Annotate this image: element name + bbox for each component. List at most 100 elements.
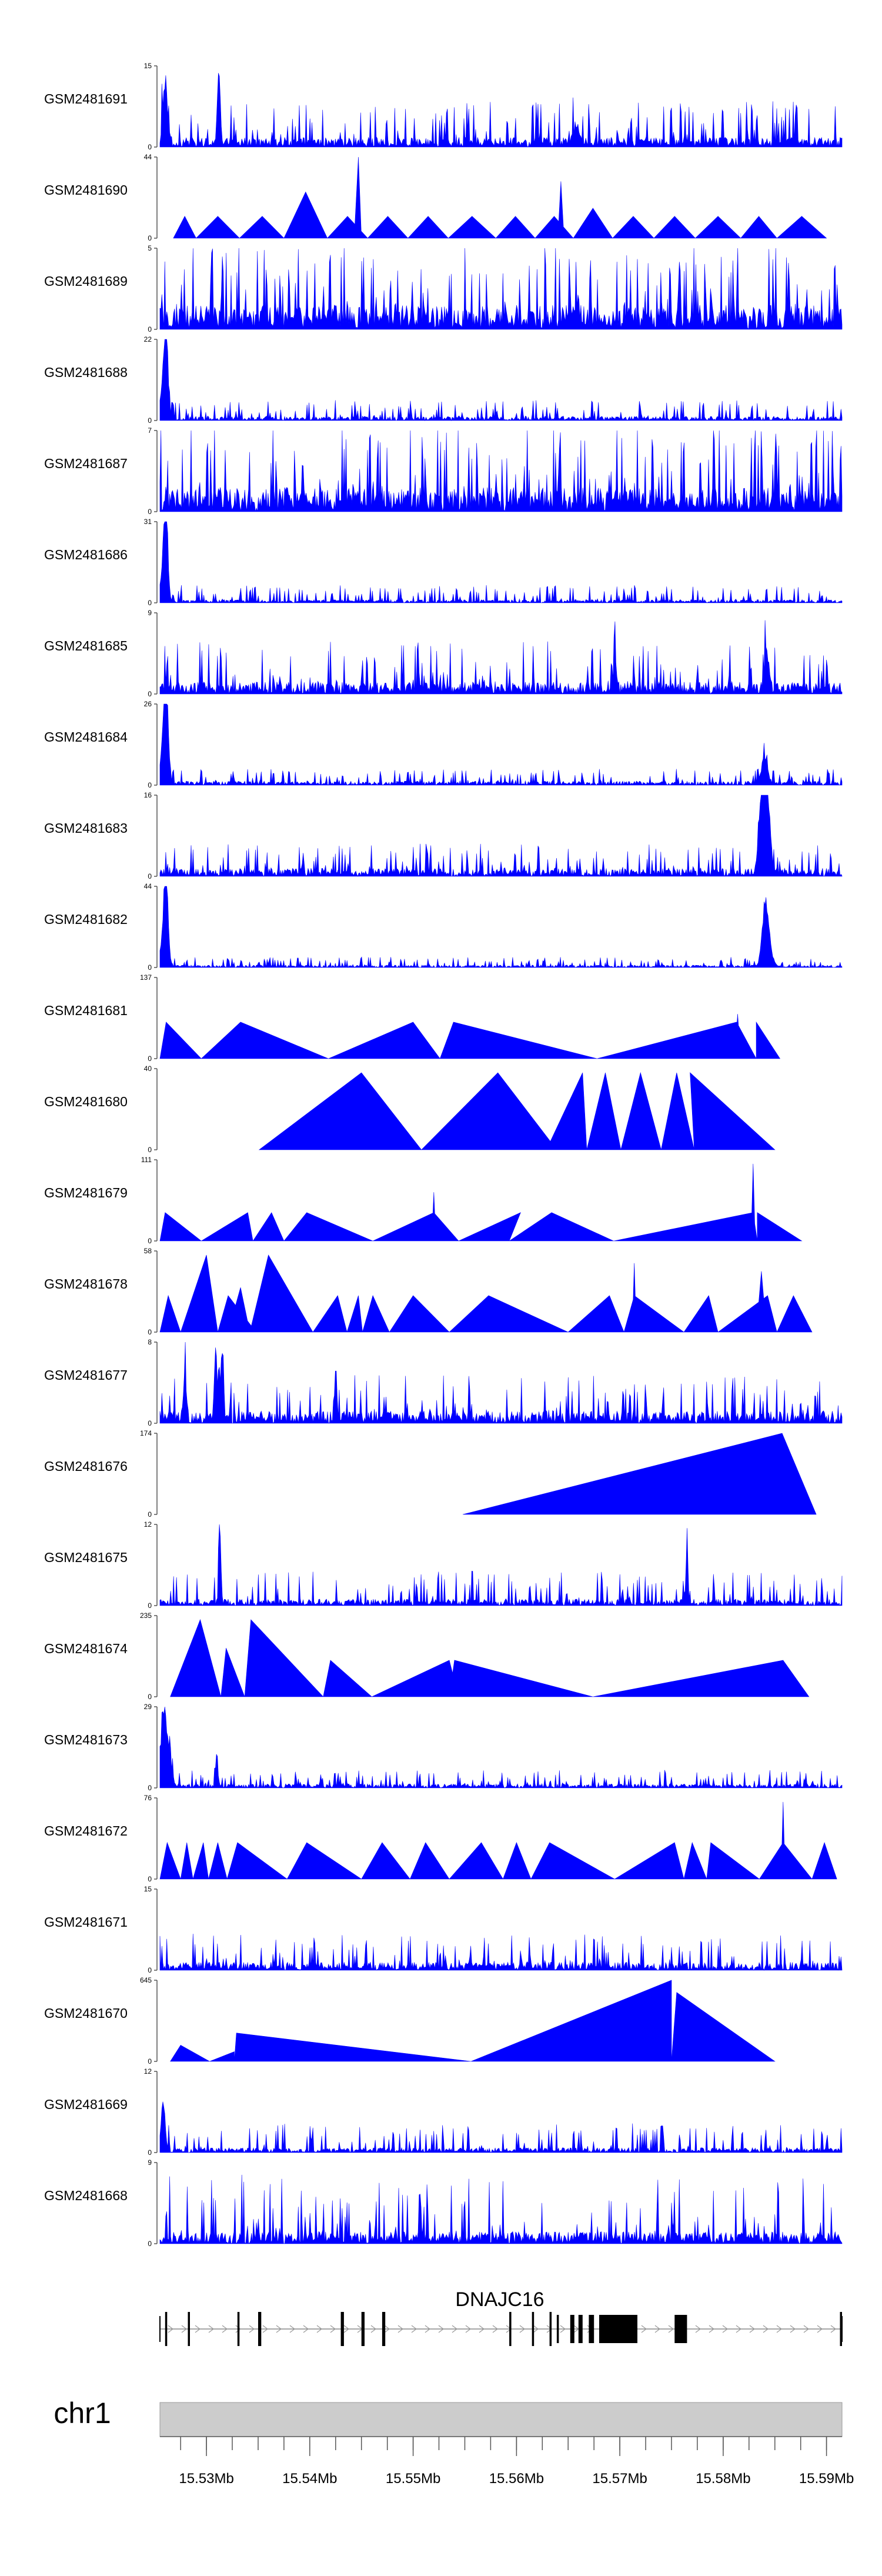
y-axis-zero-label: 0 xyxy=(148,143,152,151)
y-axis-max-label: 8 xyxy=(148,1338,152,1346)
coverage-area xyxy=(159,248,843,330)
strand-arrow xyxy=(316,2325,322,2333)
y-axis-max-label: 5 xyxy=(148,244,152,252)
track-GSM2481676: GSM2481676 174 0 xyxy=(44,1429,817,1519)
coverage-area xyxy=(159,430,843,512)
y-axis-max-label: 9 xyxy=(148,2158,152,2167)
strand-arrow xyxy=(397,2325,403,2333)
gene-model xyxy=(159,2312,843,2346)
track-label: GSM2481668 xyxy=(44,2188,128,2203)
y-axis-zero-label: 0 xyxy=(148,1419,152,1427)
strand-arrow xyxy=(695,2325,701,2333)
track-label: GSM2481681 xyxy=(44,1003,128,1018)
genome-axis: 15.53Mb 15.54Mb 15.55Mb 15.56Mb 15.57Mb 15.58… xyxy=(160,2436,854,2487)
track-GSM2481675: GSM2481675 12 0 xyxy=(44,1520,843,1610)
coverage-area xyxy=(462,1433,817,1515)
axis-tick-label: 15.55Mb xyxy=(386,2471,440,2487)
strand-arrow xyxy=(763,2325,769,2333)
strand-arrow xyxy=(830,2325,836,2333)
track-GSM2481682: GSM2481682 44 0 xyxy=(44,882,843,972)
strand-arrow xyxy=(452,2325,457,2333)
track-label: GSM2481672 xyxy=(44,1823,128,1838)
exon xyxy=(556,2315,559,2343)
track-GSM2481670: GSM2481670 645 0 xyxy=(44,1976,776,2066)
exon xyxy=(840,2312,842,2346)
coverage-area xyxy=(170,1980,776,2062)
strand-arrow xyxy=(803,2325,809,2333)
coverage-area xyxy=(159,1163,803,1242)
coverage-area xyxy=(159,1342,843,1424)
coverage-area xyxy=(258,1072,776,1150)
y-axis-max-label: 15 xyxy=(144,1885,152,1893)
y-axis-max-label: 137 xyxy=(140,973,152,982)
coverage-area xyxy=(159,521,843,603)
y-axis-zero-label: 0 xyxy=(148,1784,152,1792)
y-axis-zero-label: 0 xyxy=(148,1510,152,1519)
y-axis-zero-label: 0 xyxy=(148,599,152,607)
track-label: GSM2481684 xyxy=(44,729,128,745)
track-label: GSM2481682 xyxy=(44,912,128,927)
strand-arrow xyxy=(330,2325,336,2333)
y-axis-zero-label: 0 xyxy=(148,781,152,789)
exon xyxy=(340,2312,344,2346)
y-axis-max-label: 44 xyxy=(144,882,152,890)
track-label: GSM2481677 xyxy=(44,1367,128,1383)
track-label: GSM2481674 xyxy=(44,1641,128,1656)
strand-arrow xyxy=(709,2325,714,2333)
coverage-area xyxy=(159,703,843,786)
strand-arrow xyxy=(370,2325,376,2333)
y-axis-zero-label: 0 xyxy=(148,1055,152,1063)
track-GSM2481690: GSM2481690 44 0 xyxy=(44,153,827,242)
y-axis-zero-label: 0 xyxy=(148,1966,152,1974)
strand-arrow xyxy=(749,2325,755,2333)
y-axis-max-label: 174 xyxy=(140,1429,152,1437)
track-label: GSM2481669 xyxy=(44,2097,128,2112)
y-axis-zero-label: 0 xyxy=(148,416,152,425)
y-axis-max-label: 12 xyxy=(144,1520,152,1529)
coverage-area xyxy=(159,620,843,695)
exon xyxy=(570,2315,574,2343)
y-axis-zero-label: 0 xyxy=(148,1601,152,1610)
coverage-area xyxy=(159,1254,813,1333)
track-GSM2481683: GSM2481683 16 0 xyxy=(44,791,843,880)
strand-arrow xyxy=(208,2325,214,2333)
track-label: GSM2481691 xyxy=(44,91,128,106)
track-GSM2481679: GSM2481679 111 0 xyxy=(44,1156,803,1245)
track-label: GSM2481690 xyxy=(44,182,128,198)
y-axis-max-label: 12 xyxy=(144,2067,152,2076)
y-axis-zero-label: 0 xyxy=(148,872,152,880)
y-axis-zero-label: 0 xyxy=(148,1146,152,1154)
track-label: GSM2481687 xyxy=(44,456,128,471)
y-axis-zero-label: 0 xyxy=(148,2240,152,2248)
exon xyxy=(674,2315,687,2343)
coverage-area xyxy=(159,2174,843,2244)
strand-arrow xyxy=(222,2325,228,2333)
exon xyxy=(599,2315,637,2343)
track-GSM2481678: GSM2481678 58 0 xyxy=(44,1247,813,1336)
track-GSM2481686: GSM2481686 31 0 xyxy=(44,518,843,607)
strand-arrow xyxy=(249,2325,255,2333)
y-axis-zero-label: 0 xyxy=(148,2057,152,2066)
axis-tick-label: 15.56Mb xyxy=(489,2471,544,2487)
exon xyxy=(509,2312,512,2346)
y-axis-zero-label: 0 xyxy=(148,1693,152,1701)
track-label: GSM2481689 xyxy=(44,273,128,289)
coverage-area xyxy=(159,1801,837,1880)
strand-arrow xyxy=(722,2325,728,2333)
strand-arrow xyxy=(736,2325,741,2333)
track-label: GSM2481670 xyxy=(44,2006,128,2021)
y-axis-max-label: 29 xyxy=(144,1703,152,1711)
exon xyxy=(165,2312,168,2346)
strand-arrow xyxy=(276,2325,282,2333)
track-label: GSM2481679 xyxy=(44,1185,128,1200)
y-axis-max-label: 645 xyxy=(140,1976,152,1984)
track-label: GSM2481678 xyxy=(44,1276,128,1292)
strand-arrow xyxy=(479,2325,485,2333)
track-GSM2481688: GSM2481688 22 0 xyxy=(44,335,843,425)
strand-arrow xyxy=(668,2325,674,2333)
track-GSM2481669: GSM2481669 12 0 xyxy=(44,2067,843,2157)
y-axis-max-label: 16 xyxy=(144,791,152,799)
track-label: GSM2481688 xyxy=(44,365,128,380)
axis-tick-label: 15.53Mb xyxy=(179,2471,233,2487)
strand-arrow xyxy=(384,2325,390,2333)
